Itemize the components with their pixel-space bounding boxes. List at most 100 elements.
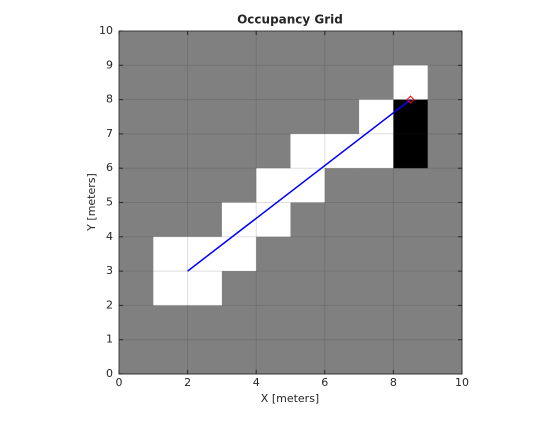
x-tick-label: 4 [253,376,260,389]
grid-cell [393,339,429,375]
grid-cell [324,236,360,272]
grid-cell [427,168,463,203]
grid-cell [153,305,189,341]
y-tick-label: 8 [106,93,113,106]
grid-cell [119,99,154,135]
grid-cell [256,65,291,101]
grid-cell [324,65,360,101]
grid-cell [324,168,360,203]
grid-cell [427,133,463,169]
x-tick-label: 2 [184,376,191,389]
grid-cell [153,31,189,66]
grid-cell [256,99,291,135]
grid-cell [427,31,463,66]
grid-cell [256,271,291,306]
grid-cell [119,339,154,375]
grid-cell [119,305,154,341]
path-line [187,99,412,272]
grid-cell [221,31,257,66]
grid-cell [153,65,189,101]
grid-cell [221,339,257,375]
grid-cell [153,202,189,238]
grid-cell [187,31,223,66]
grid-cell [393,305,429,341]
grid-cell [290,65,326,101]
grid-cell [393,271,429,306]
grid-cell [153,236,189,272]
x-tick-label: 6 [321,376,328,389]
grid-cell [187,305,223,341]
grid-cell [119,65,154,101]
chart-title: Occupancy Grid [237,13,343,27]
grid-cell [359,65,394,101]
y-tick-label: 5 [106,196,113,209]
grid-cell [221,99,257,135]
grid-cell [324,339,360,375]
y-tick-label: 7 [106,127,113,140]
grid-cell [187,271,223,306]
x-axis-label: X [meters] [261,392,319,405]
y-tick-label: 1 [106,333,113,346]
grid-cell [119,202,154,238]
grid-cell [393,133,429,169]
grid-cell [290,133,326,169]
grid-cell [324,305,360,341]
grid-cell [359,236,394,272]
y-tick-label: 6 [106,161,113,174]
grid-cell [427,99,463,135]
grid-cell [393,99,429,135]
grid-cell [359,202,394,238]
grid-cell [359,133,394,169]
grid-cell [256,305,291,341]
grid-cell [290,31,326,66]
grid-cell [290,202,326,238]
grid-cell [187,99,223,135]
grid-cell [324,202,360,238]
y-tick-label: 10 [99,24,113,37]
grid-cell [153,271,189,306]
grid-cell [187,339,223,375]
grid-cell [427,65,463,101]
grid-cell [221,271,257,306]
grid-cell [427,339,463,375]
y-tick-label: 3 [106,264,113,277]
grid-cell [393,168,429,203]
grid-cell [153,133,189,169]
grid-cell [427,305,463,341]
grid-cell [221,236,257,272]
y-tick-label: 4 [106,230,113,243]
x-tick-label: 0 [116,376,123,389]
grid-cell [393,202,429,238]
grid-cell [359,339,394,375]
y-tick-label: 2 [106,298,113,311]
grid-cell [359,305,394,341]
y-axis-label: Y [meters] [85,173,98,232]
grid-cell [221,305,257,341]
grid-cell [393,236,429,272]
grid-cell [119,236,154,272]
grid-cell [119,133,154,169]
grid-cell [187,65,223,101]
grid-cell [119,168,154,203]
grid-cell [119,31,154,66]
grid-cell [221,65,257,101]
grid-cell [221,168,257,203]
grid-cell [187,133,223,169]
grid-cell [153,168,189,203]
grid-cell [256,31,291,66]
y-tick-label: 9 [106,58,113,71]
x-tick-label: 10 [455,376,469,389]
grid-cell [427,202,463,238]
endpoint-marker [406,95,415,104]
grid-cell [290,168,326,203]
grid-cell [256,236,291,272]
grid-cell [256,133,291,169]
grid-cell [393,65,429,101]
grid-cell [290,271,326,306]
grid-cell [290,305,326,341]
grid-cell [256,339,291,375]
grid-cell [256,168,291,203]
grid-cell [427,236,463,272]
grid-cell [119,271,154,306]
